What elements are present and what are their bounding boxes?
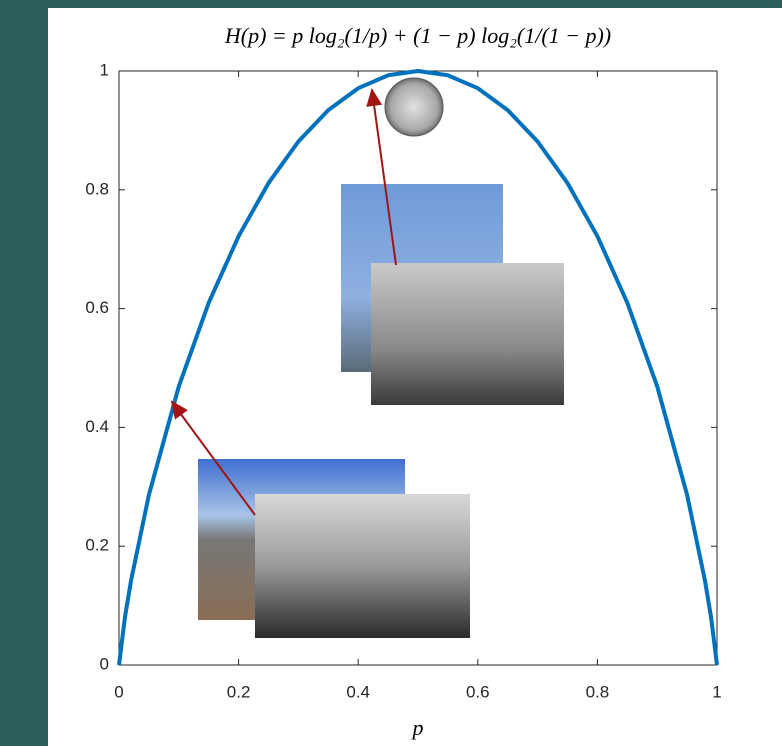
- y-tick-label: 0: [100, 654, 109, 673]
- arrow: [366, 88, 397, 266]
- x-tick-label: 0.8: [586, 682, 610, 701]
- photo-storm: [255, 494, 470, 638]
- x-tick-label: 0: [114, 682, 123, 701]
- photo-rain: [371, 263, 564, 405]
- y-tick-label: 0.2: [85, 536, 109, 555]
- arrow: [170, 400, 256, 516]
- y-tick-label: 1: [100, 60, 109, 79]
- x-tick-label: 0.2: [227, 682, 251, 701]
- entropy-line: [117, 69, 719, 666]
- axes: 0 0.2 0.4 0.6 0.8 1 0 0.2 0.4 0.6 0.8 1: [85, 60, 721, 701]
- curve-layer: [117, 69, 719, 666]
- x-tick-label: 0.4: [346, 682, 370, 701]
- y-tick-label: 0.6: [85, 298, 109, 317]
- y-tick-label: 0.4: [85, 417, 109, 436]
- x-axis-label: p: [411, 715, 424, 740]
- coin: [384, 77, 444, 137]
- illustrations: [170, 77, 564, 638]
- chart-title: H(p) = p log₂(1/p) + (1 − p) log₂(1/(1 −…: [224, 23, 611, 48]
- x-tick-label: 0.6: [466, 682, 490, 701]
- y-tick-label: 0.8: [85, 179, 109, 198]
- x-tick-label: 1: [712, 682, 721, 701]
